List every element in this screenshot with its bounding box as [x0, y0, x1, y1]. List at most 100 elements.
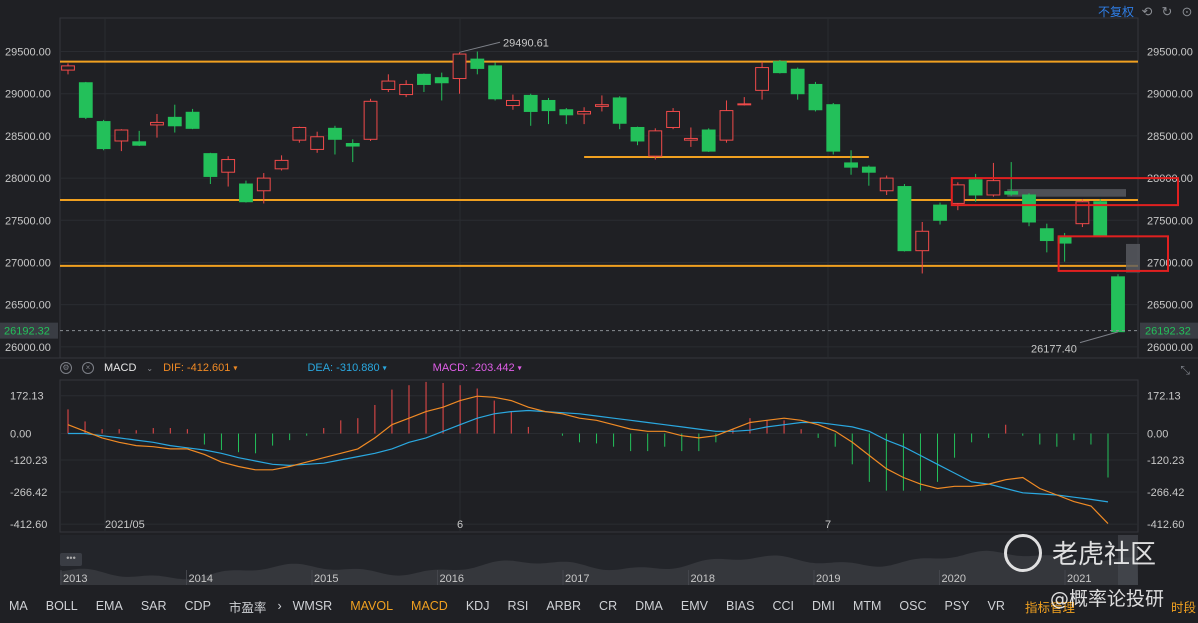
- year-label: 2014: [189, 573, 213, 585]
- indicator-name[interactable]: MACD: [104, 362, 137, 374]
- candle-up: [381, 80, 396, 91]
- candle-up: [755, 67, 769, 91]
- candle-up: [648, 130, 663, 157]
- main-chart[interactable]: 29500.00 29500.00 29000.00 29000.00 28500.00…: [0, 0, 1198, 590]
- indicator-bias[interactable]: BIAS: [725, 599, 755, 613]
- candle-down: [167, 116, 182, 127]
- period-button[interactable]: 时段: [1171, 600, 1197, 615]
- chevron-right-icon[interactable]: ›: [277, 599, 282, 613]
- candle-down: [1057, 236, 1072, 244]
- indicator-arbr[interactable]: ARBR: [546, 599, 582, 613]
- candle-up: [577, 110, 592, 115]
- indicator-boll[interactable]: BOLL: [45, 599, 78, 613]
- dif-line: [67, 395, 1109, 525]
- price-tick-right: 26500.00: [1147, 300, 1193, 312]
- indicator-osc[interactable]: OSC: [899, 599, 927, 613]
- candle-down: [239, 183, 253, 203]
- candle-down: [772, 61, 787, 74]
- candle-up: [363, 100, 378, 140]
- candle-down: [1111, 276, 1125, 333]
- indicator-市盈率[interactable]: 市盈率: [228, 600, 267, 615]
- undo-icon[interactable]: ⟲: [1141, 3, 1153, 19]
- macd-tick-left: -412.60: [10, 519, 47, 531]
- candle-down: [434, 77, 449, 84]
- indicator-macd[interactable]: MACD: [411, 599, 448, 613]
- high-leader-line: [459, 41, 501, 53]
- indicator-rsi[interactable]: RSI: [507, 599, 529, 613]
- year-label: 2015: [314, 573, 338, 585]
- candle-down: [826, 104, 841, 152]
- macd-panel-frame: [59, 379, 1139, 533]
- last-price-tag-right: [1140, 322, 1198, 339]
- price-tick-left: 27000.00: [5, 257, 51, 269]
- candle-down: [790, 68, 805, 95]
- candle-down: [417, 73, 431, 85]
- candle-down: [861, 166, 876, 173]
- indicator-psy[interactable]: PSY: [944, 599, 970, 613]
- indicator-settings-button[interactable]: 指标管理: [1025, 600, 1076, 615]
- price-tick-right: 27500.00: [1147, 215, 1193, 227]
- candle-up: [683, 137, 698, 141]
- candle-up: [150, 121, 164, 126]
- macd-tick-right: 0.00: [1147, 429, 1168, 441]
- candle-down: [470, 58, 485, 69]
- candle-down: [96, 121, 111, 150]
- price-tick-left: 26000.00: [5, 342, 51, 354]
- gear-icon[interactable]: ⚙: [60, 362, 72, 374]
- candle-down: [559, 109, 574, 116]
- macd-tick-right: -266.42: [1147, 487, 1184, 499]
- candle-up: [666, 110, 680, 128]
- year-label: 2016: [440, 573, 464, 585]
- candle-down: [345, 143, 360, 147]
- macd-tick-right: -412.60: [1147, 519, 1184, 531]
- year-label: 2021: [1067, 573, 1091, 585]
- indicator-cci[interactable]: CCI: [772, 599, 795, 613]
- indicator-cr[interactable]: CR: [599, 599, 618, 613]
- x-label: 6: [457, 519, 463, 531]
- indicator-kdj[interactable]: KDJ: [465, 599, 490, 613]
- candle-down: [630, 126, 645, 142]
- candle-up: [274, 159, 289, 170]
- expand-icon[interactable]: ⤡: [1180, 363, 1190, 377]
- watermark-brand: 老虎社区: [1052, 540, 1157, 570]
- chevron-down-icon[interactable]: ⌄: [146, 363, 154, 373]
- candle-up: [399, 83, 414, 96]
- indicator-cdp[interactable]: CDP: [184, 599, 211, 613]
- gap-zone: [1126, 243, 1140, 273]
- indicator-dmi[interactable]: DMI: [812, 599, 835, 613]
- price-tick-right: 29500.00: [1147, 47, 1193, 59]
- refresh-icon[interactable]: ↻: [1161, 3, 1173, 19]
- indicator-ema[interactable]: EMA: [95, 599, 123, 613]
- candle-up: [719, 110, 734, 141]
- candle-up: [737, 103, 752, 106]
- timeline-drag-handle[interactable]: •••: [60, 553, 82, 566]
- candle-down: [203, 153, 218, 177]
- candle-down: [132, 141, 147, 146]
- indicator-sar[interactable]: SAR: [140, 599, 167, 613]
- indicator-wmsr[interactable]: WMSR: [292, 599, 333, 613]
- year-label: 2013: [63, 573, 87, 585]
- macd-tick-right: -120.23: [1147, 455, 1184, 467]
- indicator-mtm[interactable]: MTM: [852, 599, 882, 613]
- indicator-ma[interactable]: MA: [9, 599, 28, 613]
- adjust-mode-button[interactable]: 不复权: [1097, 5, 1134, 19]
- price-tick-left: 26500.00: [5, 300, 51, 312]
- candle-up: [986, 180, 1001, 196]
- close-icon[interactable]: ×: [82, 362, 94, 374]
- candle-down: [328, 127, 342, 140]
- timeline-window: [1118, 535, 1138, 585]
- indicator-emv[interactable]: EMV: [680, 599, 708, 613]
- indicator-mavol[interactable]: MAVOL: [350, 599, 394, 613]
- candle-down: [933, 204, 947, 221]
- candle-down: [1039, 228, 1054, 242]
- candle-down: [808, 83, 823, 111]
- highlight-box: [950, 177, 1179, 207]
- price-tick-left: 27500.00: [5, 215, 51, 227]
- timeline-area: [60, 550, 1138, 585]
- settings-icon[interactable]: ⊙: [1181, 3, 1193, 19]
- last-price-left: 26192.32: [4, 326, 50, 338]
- indicator-dma[interactable]: DMA: [635, 599, 663, 613]
- candle-down: [523, 94, 538, 112]
- candle-up: [256, 177, 271, 192]
- indicator-vr[interactable]: VR: [987, 599, 1005, 613]
